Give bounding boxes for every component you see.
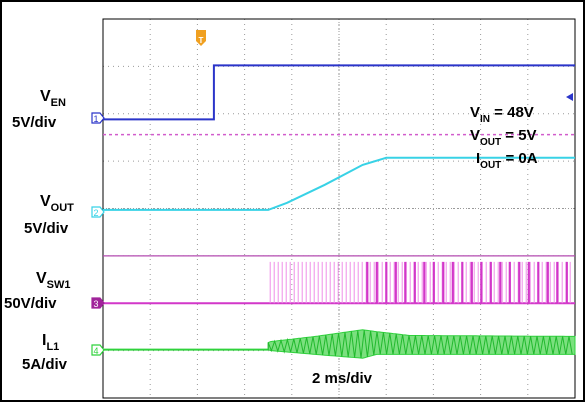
test-conditions: VIN = 48V VOUT = 5V IOUT = 0A — [470, 104, 538, 171]
il1-ripple-trace — [267, 329, 573, 359]
timebase-label: 2 ms/div — [312, 370, 373, 387]
ch1-marker: 1 — [91, 112, 105, 124]
vout-scale: 5V/div — [24, 220, 69, 237]
trace-layer — [103, 64, 576, 359]
svg-text:2: 2 — [93, 208, 98, 218]
svg-text:3: 3 — [93, 299, 98, 309]
level-marker-icon — [566, 93, 573, 101]
vout-trace — [103, 156, 575, 211]
ven-label: VEN — [40, 88, 66, 109]
ch2-marker: 2 — [91, 206, 105, 218]
vin-condition: VIN = 48V — [470, 104, 534, 125]
vout-label: VOUT — [40, 193, 74, 214]
svg-text:4: 4 — [93, 346, 98, 356]
svg-text:1: 1 — [93, 114, 98, 124]
il1-scale: 5A/div — [22, 356, 68, 373]
trigger-letter: T — [199, 36, 204, 45]
iout-condition: IOUT = 0A — [476, 150, 538, 171]
il1-label: IL1 — [42, 332, 59, 353]
vout-condition: VOUT = 5V — [470, 127, 537, 148]
vsw1-switching-pulses — [366, 261, 568, 304]
vsw1-label: VSW1 — [36, 270, 71, 291]
trigger-arrow-icon — [196, 30, 206, 46]
vsw1-scale: 50V/div — [4, 295, 57, 312]
channel-labels: VEN 5V/div VOUT 5V/div VSW1 50V/div IL1 … — [4, 88, 74, 373]
ven-trace — [103, 64, 575, 121]
channel-markers: 1 2 3 4 — [91, 112, 105, 356]
plot-border — [102, 18, 576, 399]
ven-scale: 5V/div — [12, 114, 57, 131]
ch4-marker: 4 — [91, 344, 105, 356]
ch3-marker: 3 — [91, 297, 105, 309]
trigger-marker: T — [196, 30, 206, 46]
